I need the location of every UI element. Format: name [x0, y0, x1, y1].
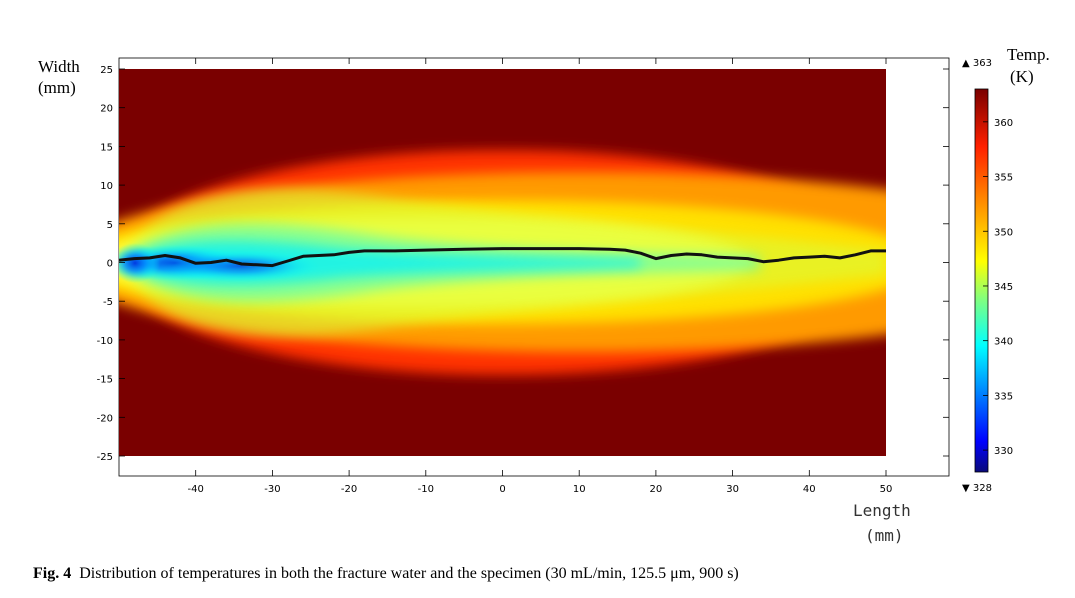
- figure-caption: Fig. 4 Distribution of temperatures in b…: [33, 565, 739, 583]
- x-axis-label-line1: Length: [853, 501, 911, 520]
- x-tick-label: -20: [341, 484, 357, 495]
- x-tick-label: 40: [803, 484, 816, 495]
- x-tick-label: 10: [573, 484, 586, 495]
- x-axis-ticks: -40 -30 -20 -10 0 10 20 30 40 50: [188, 58, 893, 495]
- x-tick-label: -10: [418, 484, 434, 495]
- colorbar-tick-label: 330: [994, 446, 1013, 457]
- x-tick-label: 20: [650, 484, 663, 495]
- caption-label: Fig. 4: [33, 565, 72, 582]
- colorbar-max-label: ▲ 363: [962, 58, 992, 69]
- colorbar-tick-label: 355: [994, 173, 1013, 184]
- y-tick-label: 10: [100, 181, 113, 192]
- fracture-line: [118, 247, 886, 268]
- x-axis-label-line2: (mm): [865, 526, 904, 545]
- x-tick-label: 0: [499, 484, 505, 495]
- y-tick-label: 0: [107, 259, 113, 270]
- heatmap-field: [119, 69, 886, 456]
- y-tick-label: -10: [97, 336, 113, 347]
- y-axis-label-line2: (mm): [38, 78, 76, 97]
- colorbar: [974, 88, 989, 473]
- x-tick-label: 30: [726, 484, 739, 495]
- colorbar-tick-label: 350: [994, 227, 1013, 238]
- colorbar-min-label: ▼ 328: [962, 483, 992, 494]
- x-tick-label: -40: [188, 484, 204, 495]
- colorbar-tick-label: 345: [994, 282, 1013, 293]
- colorbar-title-line2: (K): [1010, 67, 1034, 86]
- caption-text: Distribution of temperatures in both the…: [79, 565, 739, 582]
- y-tick-label: 15: [100, 142, 113, 153]
- y-tick-label: 20: [100, 104, 113, 115]
- y-axis-ticks: 25 20 15 10 5 0 -5 -10 -15 -20 -25: [97, 65, 949, 463]
- colorbar-tick-label: 335: [994, 391, 1013, 402]
- y-tick-label: -5: [103, 297, 113, 308]
- y-axis-label-line1: Width: [38, 57, 80, 76]
- colorbar-tick-label: 340: [994, 337, 1013, 348]
- y-tick-label: -25: [97, 452, 113, 463]
- colorbar-title-line1: Temp.: [1007, 45, 1050, 64]
- y-tick-label: 25: [100, 65, 113, 76]
- y-tick-label: -15: [97, 375, 113, 386]
- x-tick-label: 50: [880, 484, 893, 495]
- x-tick-label: -30: [264, 484, 280, 495]
- y-tick-label: -20: [97, 413, 113, 424]
- y-tick-label: 5: [107, 220, 113, 231]
- colorbar-tick-label: 360: [994, 118, 1013, 129]
- colorbar-ticks: 360 355 350 345 340 335 330: [983, 118, 1013, 457]
